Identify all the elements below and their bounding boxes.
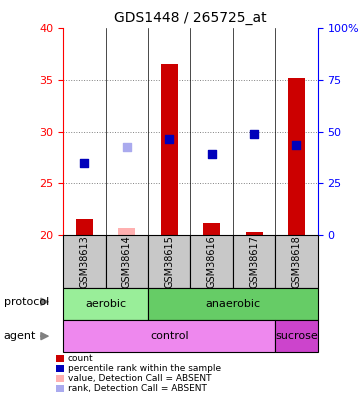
Bar bbox=[56, 375, 64, 382]
Bar bbox=[245, 232, 262, 235]
Bar bbox=[233, 235, 275, 288]
Bar bbox=[203, 222, 220, 235]
Text: percentile rank within the sample: percentile rank within the sample bbox=[68, 364, 221, 373]
Text: anaerobic: anaerobic bbox=[205, 299, 260, 309]
Text: agent: agent bbox=[4, 331, 36, 341]
Point bbox=[251, 130, 257, 137]
Bar bbox=[148, 288, 318, 320]
Bar bbox=[148, 235, 191, 288]
Point bbox=[209, 151, 214, 158]
Bar bbox=[63, 288, 148, 320]
Text: GSM38617: GSM38617 bbox=[249, 235, 259, 288]
Text: GSM38614: GSM38614 bbox=[122, 235, 132, 288]
Point bbox=[82, 159, 87, 166]
Text: count: count bbox=[68, 354, 93, 363]
Bar bbox=[56, 385, 64, 392]
Title: GDS1448 / 265725_at: GDS1448 / 265725_at bbox=[114, 11, 267, 25]
Bar bbox=[161, 64, 178, 235]
Point bbox=[166, 136, 172, 142]
Point bbox=[293, 142, 299, 148]
Bar bbox=[63, 235, 105, 288]
Bar bbox=[76, 220, 93, 235]
Bar bbox=[56, 365, 64, 372]
Bar bbox=[105, 235, 148, 288]
Bar bbox=[56, 355, 64, 362]
Text: GSM38615: GSM38615 bbox=[164, 235, 174, 288]
Text: value, Detection Call = ABSENT: value, Detection Call = ABSENT bbox=[68, 374, 211, 383]
Text: control: control bbox=[150, 331, 188, 341]
Text: sucrose: sucrose bbox=[275, 331, 318, 341]
Bar bbox=[191, 235, 233, 288]
Bar bbox=[118, 228, 135, 235]
Bar bbox=[288, 78, 305, 235]
Text: GSM38616: GSM38616 bbox=[206, 235, 217, 288]
Bar bbox=[63, 320, 275, 352]
Text: GSM38618: GSM38618 bbox=[291, 235, 301, 288]
Point bbox=[124, 144, 130, 150]
Text: GSM38613: GSM38613 bbox=[79, 235, 90, 288]
Bar bbox=[275, 235, 318, 288]
Text: rank, Detection Call = ABSENT: rank, Detection Call = ABSENT bbox=[68, 384, 206, 393]
Bar bbox=[275, 320, 318, 352]
Text: aerobic: aerobic bbox=[85, 299, 126, 309]
Text: protocol: protocol bbox=[4, 297, 49, 307]
